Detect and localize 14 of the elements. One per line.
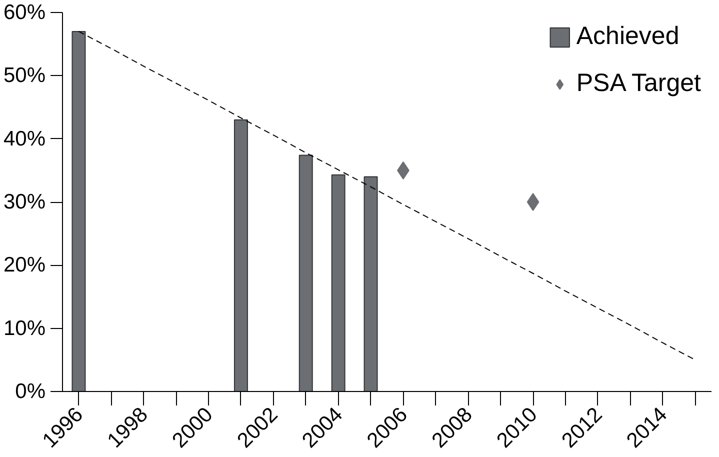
bar — [298, 154, 313, 392]
bar — [72, 30, 86, 392]
y-tick-label: 20% — [3, 254, 46, 277]
y-tick-label: 60% — [3, 1, 46, 24]
y-tick-label: 30% — [3, 190, 46, 214]
y-tick-label: 40% — [3, 127, 46, 150]
bar — [331, 174, 346, 392]
y-tick-label: 0% — [15, 380, 46, 403]
legend-label: Achieved — [576, 22, 680, 51]
y-tick-label: 50% — [3, 64, 46, 88]
bar — [364, 176, 378, 392]
bar — [234, 119, 248, 392]
legend-label: PSA Target — [576, 69, 701, 98]
y-tick-label: 10% — [3, 316, 46, 340]
